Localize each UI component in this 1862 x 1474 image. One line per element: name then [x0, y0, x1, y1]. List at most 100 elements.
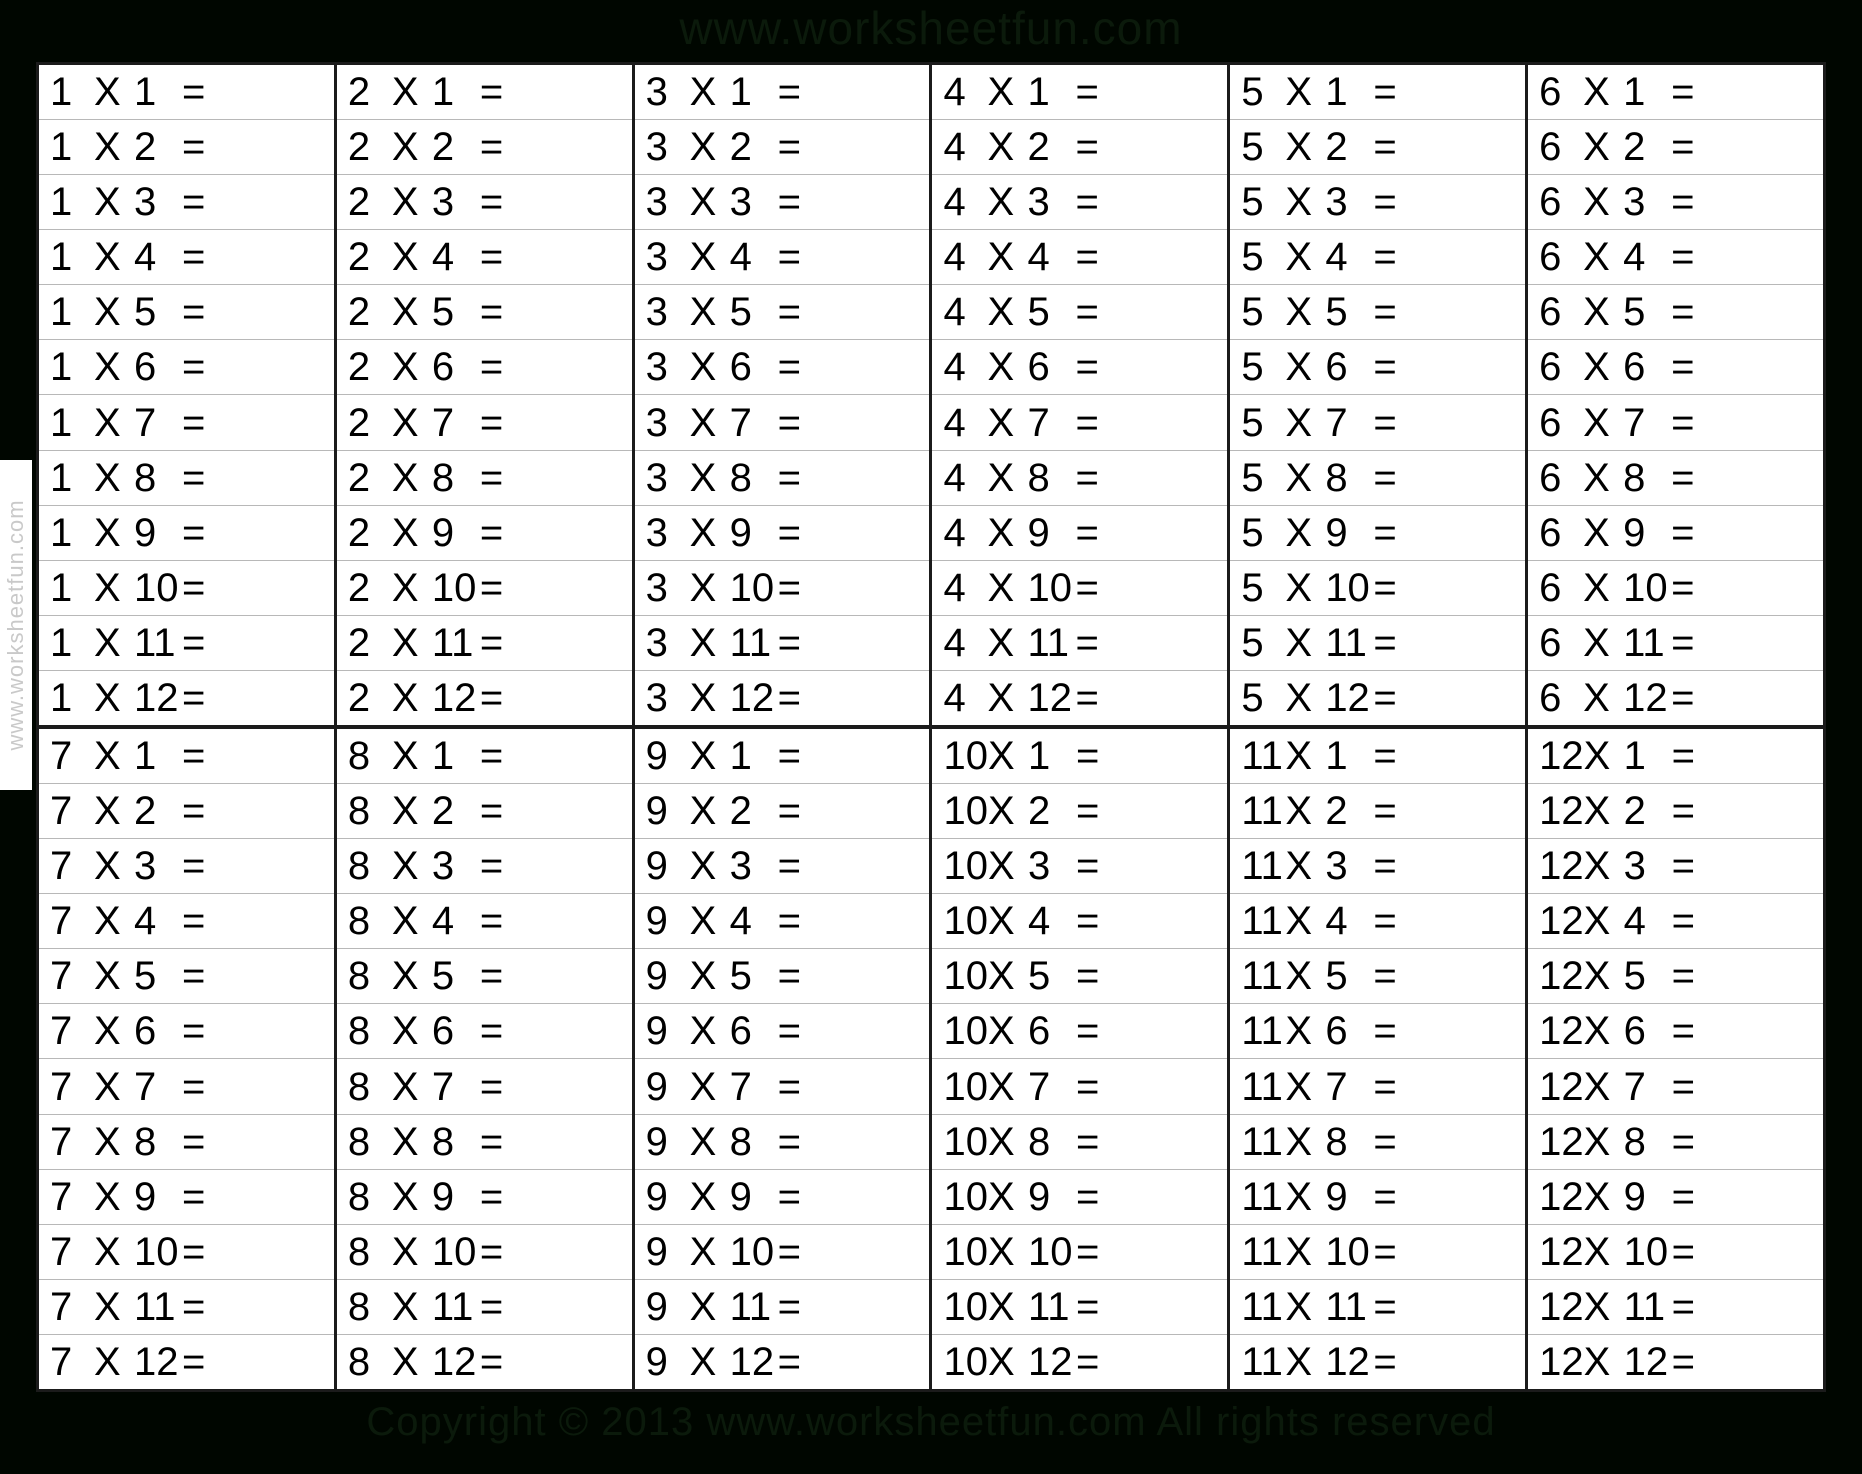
equation-cell[interactable]: 4 X 7 =: [932, 395, 1228, 451]
equation-cell[interactable]: 7 X 10 =: [39, 1225, 334, 1280]
equation-cell[interactable]: 1 X 3 =: [39, 175, 334, 231]
equation-cell[interactable]: 2 X 6 =: [336, 340, 632, 396]
equation-cell[interactable]: 12 X 9 =: [1528, 1170, 1823, 1225]
equation-cell[interactable]: 6 X 7 =: [1528, 395, 1823, 451]
equation-cell[interactable]: 6 X 5 =: [1528, 285, 1823, 341]
equation-cell[interactable]: 9 X 9 =: [634, 1170, 930, 1225]
equation-cell[interactable]: 2 X 5 =: [336, 285, 632, 341]
equation-cell[interactable]: 2 X 2 =: [336, 120, 632, 176]
equation-cell[interactable]: 2 X 4 =: [336, 230, 632, 286]
equation-cell[interactable]: 5 X 2 =: [1230, 120, 1526, 176]
equation-cell[interactable]: 6 X 1 =: [1528, 65, 1823, 121]
equation-cell[interactable]: 11 X 5 =: [1230, 949, 1526, 1005]
equation-cell[interactable]: 12 X 6 =: [1528, 1004, 1823, 1060]
equation-cell[interactable]: 2 X 7 =: [336, 395, 632, 451]
equation-cell[interactable]: 6 X 11 =: [1528, 616, 1823, 671]
equation-cell[interactable]: 10 X 5 =: [932, 949, 1228, 1005]
equation-cell[interactable]: 8 X 6 =: [336, 1004, 632, 1060]
equation-cell[interactable]: 7 X 3 =: [39, 839, 334, 895]
equation-cell[interactable]: 5 X 3 =: [1230, 175, 1526, 231]
equation-cell[interactable]: 5 X 9 =: [1230, 506, 1526, 561]
equation-cell[interactable]: 7 X 11 =: [39, 1280, 334, 1335]
equation-cell[interactable]: 1 X 6 =: [39, 340, 334, 396]
equation-cell[interactable]: 9 X 10 =: [634, 1225, 930, 1280]
equation-cell[interactable]: 5 X 8 =: [1230, 451, 1526, 506]
equation-cell[interactable]: 11 X 3 =: [1230, 839, 1526, 895]
equation-cell[interactable]: 4 X 11 =: [932, 616, 1228, 671]
equation-cell[interactable]: 7 X 5 =: [39, 949, 334, 1005]
equation-cell[interactable]: 9 X 3 =: [634, 839, 930, 895]
equation-cell[interactable]: 4 X 5 =: [932, 285, 1228, 341]
equation-cell[interactable]: 8 X 1 =: [336, 729, 632, 785]
equation-cell[interactable]: 12 X 1 =: [1528, 729, 1823, 785]
equation-cell[interactable]: 1 X 7 =: [39, 395, 334, 451]
equation-cell[interactable]: 7 X 12 =: [39, 1335, 334, 1389]
equation-cell[interactable]: 9 X 12 =: [635, 1335, 930, 1389]
equation-cell[interactable]: 2 X 3 =: [336, 175, 632, 231]
equation-cell[interactable]: 8 X 10 =: [336, 1225, 632, 1280]
equation-cell[interactable]: 9 X 6 =: [634, 1004, 930, 1060]
equation-cell[interactable]: 9 X 7 =: [634, 1059, 930, 1115]
equation-cell[interactable]: 8 X 7 =: [336, 1059, 632, 1115]
equation-cell[interactable]: 9 X 4 =: [634, 894, 930, 950]
equation-cell[interactable]: 4 X 12 =: [932, 671, 1227, 725]
equation-cell[interactable]: 3 X 8 =: [634, 451, 930, 506]
equation-cell[interactable]: 8 X 5 =: [336, 949, 632, 1005]
equation-cell[interactable]: 10 X 10 =: [932, 1225, 1228, 1280]
equation-cell[interactable]: 5 X 11 =: [1230, 616, 1526, 671]
equation-cell[interactable]: 10 X 8 =: [932, 1115, 1228, 1170]
equation-cell[interactable]: 6 X 6 =: [1528, 340, 1823, 396]
equation-cell[interactable]: 10 X 4 =: [932, 894, 1228, 950]
equation-cell[interactable]: 12 X 12 =: [1528, 1335, 1823, 1389]
equation-cell[interactable]: 4 X 1 =: [932, 65, 1228, 121]
equation-cell[interactable]: 10 X 1 =: [932, 729, 1228, 785]
equation-cell[interactable]: 9 X 1 =: [634, 729, 930, 785]
equation-cell[interactable]: 12 X 10 =: [1528, 1225, 1823, 1280]
equation-cell[interactable]: 2 X 10 =: [336, 561, 632, 616]
equation-cell[interactable]: 11 X 10 =: [1230, 1225, 1526, 1280]
equation-cell[interactable]: 11 X 7 =: [1230, 1059, 1526, 1115]
equation-cell[interactable]: 4 X 9 =: [932, 506, 1228, 561]
equation-cell[interactable]: 10 X 12 =: [932, 1335, 1227, 1389]
equation-cell[interactable]: 6 X 3 =: [1528, 175, 1823, 231]
equation-cell[interactable]: 7 X 1 =: [39, 729, 334, 785]
equation-cell[interactable]: 3 X 7 =: [634, 395, 930, 451]
equation-cell[interactable]: 8 X 2 =: [336, 784, 632, 840]
equation-cell[interactable]: 5 X 7 =: [1230, 395, 1526, 451]
equation-cell[interactable]: 3 X 12 =: [635, 671, 930, 725]
equation-cell[interactable]: 1 X 2 =: [39, 120, 334, 176]
equation-cell[interactable]: 3 X 2 =: [634, 120, 930, 176]
equation-cell[interactable]: 8 X 8 =: [336, 1115, 632, 1170]
equation-cell[interactable]: 8 X 4 =: [336, 894, 632, 950]
equation-cell[interactable]: 7 X 6 =: [39, 1004, 334, 1060]
equation-cell[interactable]: 6 X 9 =: [1528, 506, 1823, 561]
equation-cell[interactable]: 4 X 4 =: [932, 230, 1228, 286]
equation-cell[interactable]: 10 X 9 =: [932, 1170, 1228, 1225]
equation-cell[interactable]: 11 X 2 =: [1230, 784, 1526, 840]
equation-cell[interactable]: 11 X 8 =: [1230, 1115, 1526, 1170]
equation-cell[interactable]: 1 X 5 =: [39, 285, 334, 341]
equation-cell[interactable]: 4 X 8 =: [932, 451, 1228, 506]
equation-cell[interactable]: 10 X 6 =: [932, 1004, 1228, 1060]
equation-cell[interactable]: 1 X 12 =: [39, 671, 334, 725]
equation-cell[interactable]: 1 X 10 =: [39, 561, 334, 616]
equation-cell[interactable]: 12 X 5 =: [1528, 949, 1823, 1005]
equation-cell[interactable]: 11 X 1 =: [1230, 729, 1526, 785]
equation-cell[interactable]: 11 X 12 =: [1230, 1335, 1525, 1389]
equation-cell[interactable]: 10 X 7 =: [932, 1059, 1228, 1115]
equation-cell[interactable]: 7 X 9 =: [39, 1170, 334, 1225]
equation-cell[interactable]: 5 X 4 =: [1230, 230, 1526, 286]
equation-cell[interactable]: 9 X 5 =: [634, 949, 930, 1005]
equation-cell[interactable]: 7 X 4 =: [39, 894, 334, 950]
equation-cell[interactable]: 2 X 9 =: [336, 506, 632, 561]
equation-cell[interactable]: 6 X 4 =: [1528, 230, 1823, 286]
equation-cell[interactable]: 10 X 2 =: [932, 784, 1228, 840]
equation-cell[interactable]: 1 X 8 =: [39, 451, 334, 506]
equation-cell[interactable]: 7 X 7 =: [39, 1059, 334, 1115]
equation-cell[interactable]: 12 X 4 =: [1528, 894, 1823, 950]
equation-cell[interactable]: 7 X 2 =: [39, 784, 334, 840]
equation-cell[interactable]: 10 X 3 =: [932, 839, 1228, 895]
equation-cell[interactable]: 12 X 11 =: [1528, 1280, 1823, 1335]
equation-cell[interactable]: 8 X 12 =: [337, 1335, 632, 1389]
equation-cell[interactable]: 11 X 9 =: [1230, 1170, 1526, 1225]
